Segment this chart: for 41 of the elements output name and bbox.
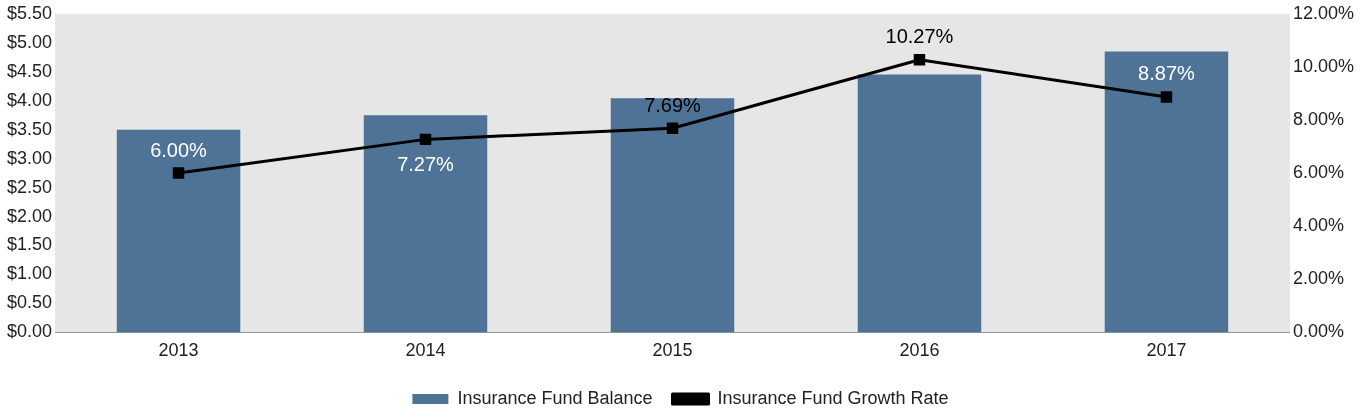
- bar: [1104, 51, 1229, 333]
- bar: [363, 115, 488, 333]
- x-tick-label: 2013: [158, 340, 199, 361]
- y-tick-label: $3.50: [7, 118, 53, 139]
- y2-tick-label: 6.00%: [1292, 162, 1344, 183]
- y-tick-label: $5.00: [7, 31, 53, 52]
- legend-label: Insurance Fund Balance: [457, 387, 653, 408]
- y-tick-label: $1.00: [7, 263, 53, 284]
- point: [913, 53, 926, 66]
- x-tick-label: 2017: [1146, 340, 1187, 361]
- bar: [610, 98, 735, 333]
- bar: [857, 74, 982, 333]
- y2-tick-label: 10.00%: [1292, 55, 1355, 76]
- y-tick-label: $1.50: [7, 234, 53, 255]
- point: [172, 167, 185, 179]
- y-tick-label: $3.00: [7, 147, 53, 168]
- y2-tick-label: 4.00%: [1292, 215, 1344, 236]
- y-tick-label: $4.50: [7, 60, 53, 81]
- point: [1160, 91, 1173, 103]
- y2-tick-label: 0.00%: [1292, 321, 1344, 342]
- data-label: 7.27%: [397, 152, 455, 175]
- y-tick-label: $5.50: [7, 2, 53, 23]
- y2-tick-label: 8.00%: [1292, 108, 1344, 129]
- point: [419, 133, 432, 146]
- x-tick-label: 2015: [652, 340, 693, 361]
- x-tick-label: 2016: [899, 340, 940, 361]
- legend-label: Insurance Fund Growth Rate: [717, 387, 949, 408]
- y-tick-label: $4.00: [7, 89, 53, 110]
- y2-tick-label: 2.00%: [1292, 268, 1344, 289]
- y-tick-label: $0.50: [7, 292, 53, 313]
- x-tick-label: 2014: [405, 340, 446, 361]
- data-label: 8.87%: [1138, 62, 1196, 85]
- data-label: 6.00%: [150, 138, 208, 161]
- bar: [116, 129, 241, 333]
- y2-tick-label: 12.00%: [1292, 2, 1355, 23]
- point: [666, 122, 679, 134]
- data-label: 10.27%: [885, 25, 954, 48]
- y-tick-label: $2.00: [7, 205, 53, 226]
- y-tick-label: $2.50: [7, 176, 53, 197]
- data-label: 7.69%: [644, 93, 702, 116]
- y-tick-label: $0.00: [7, 321, 53, 342]
